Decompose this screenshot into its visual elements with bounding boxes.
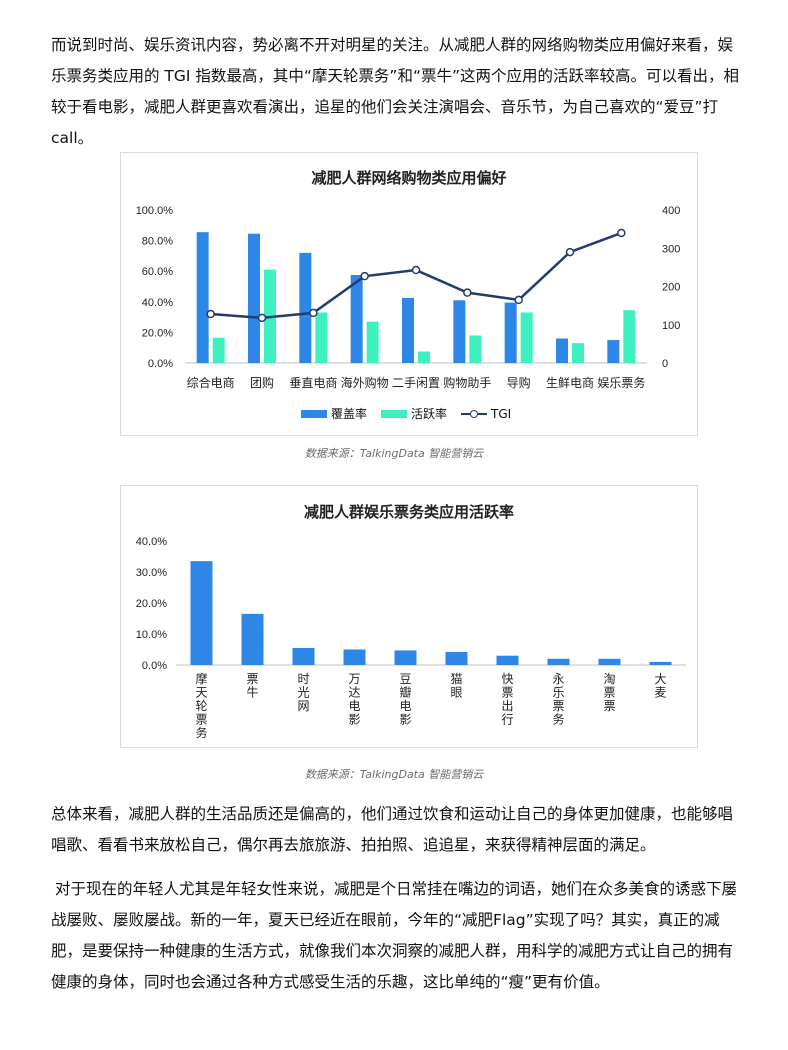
chart2-y-tick: 40.0% xyxy=(136,536,167,548)
shopping-app-preference-plot: 减肥人群网络购物类应用偏好 0.0% 20.0% 40.0% 60.0% 80.0% 100… xyxy=(136,169,681,390)
chart2-y-tick: 20.0% xyxy=(136,598,167,610)
chart2-y-tick: 10.0% xyxy=(136,629,167,641)
active-bar xyxy=(623,310,636,363)
chart1-category-label: 海外购物 xyxy=(341,375,389,390)
chart2-source-caption: 数据来源：TalkingData 智能营销云 xyxy=(304,768,484,781)
ticketing-app-activity-chart: 减肥人群娱乐票务类应用活跃率 0.0% 10.0% 20.0% 30.0% 40.0% 摩天… xyxy=(120,485,698,748)
chart2-category-label: 摩天轮票务 xyxy=(195,671,207,740)
activity-bar xyxy=(496,655,519,665)
coverage-bar xyxy=(556,338,568,363)
tgi-point xyxy=(411,265,421,275)
chart1-left-tick: 0.0% xyxy=(148,358,173,370)
activity-bar xyxy=(649,661,672,665)
chart2-category-label: 淘票票 xyxy=(603,672,615,713)
chart1-category-label: 生鲜电商 xyxy=(546,375,594,390)
chart2-category-label: 永乐票务 xyxy=(552,672,564,727)
chart1-title: 减肥人群网络购物类应用偏好 xyxy=(311,169,506,187)
chart1-left-tick: 40.0% xyxy=(142,297,173,309)
tgi-point xyxy=(514,295,523,305)
chart2-y-tick: 30.0% xyxy=(136,567,167,579)
chart2-category-label: 大麦 xyxy=(654,672,666,700)
intro-paragraph: 而说到时尚、娱乐资讯内容，势必离不开对明星的关注。从减肥人群的网络购物类应用偏好… xyxy=(51,36,740,147)
ticketing-app-activity-plot: 减肥人群娱乐票务类应用活跃率 0.0% 10.0% 20.0% 30.0% 40.0% 摩天… xyxy=(136,503,686,740)
legend-coverage-label: 覆盖率 xyxy=(331,407,368,421)
chart1-category-label: 二手闲置 xyxy=(392,376,440,390)
tgi-point xyxy=(617,228,626,238)
chart1-left-tick: 20.0% xyxy=(142,327,173,339)
activity-bar xyxy=(292,647,315,665)
chart2-y-tick: 0.0% xyxy=(142,660,167,672)
active-bar xyxy=(366,321,379,363)
activity-bar xyxy=(445,651,468,665)
activity-bar xyxy=(598,658,621,665)
chart1-left-tick: 100.0% xyxy=(136,205,174,217)
chart1-right-tick: 100 xyxy=(662,320,680,332)
activity-bar xyxy=(343,649,366,665)
active-swatch xyxy=(381,409,408,418)
chart1-legend: 覆盖率 活跃率 TGI xyxy=(301,405,511,422)
chart1-category-label: 购物助手 xyxy=(443,375,491,390)
activity-bar xyxy=(394,650,417,665)
chart1-category-label: 导购 xyxy=(507,375,531,390)
chart1-right-tick: 300 xyxy=(662,243,680,255)
active-bar xyxy=(520,312,533,363)
chart2-category-label: 豆瓣电影 xyxy=(399,672,411,727)
chart1-right-tick: 400 xyxy=(662,205,680,217)
chart1-right-tick: 0 xyxy=(662,358,668,370)
activity-bar xyxy=(241,613,264,665)
chart1-left-tick: 80.0% xyxy=(142,236,173,248)
shopping-app-preference-chart: 减肥人群网络购物类应用偏好 0.0% 20.0% 40.0% 60.0% 80.0% 100… xyxy=(120,152,698,436)
activity-bar xyxy=(190,561,213,665)
coverage-bar xyxy=(350,275,363,363)
legend-tgi: TGI xyxy=(461,407,511,421)
legend-active-label: 活跃率 xyxy=(411,407,448,421)
coverage-bar xyxy=(248,233,260,363)
coverage-bar xyxy=(402,297,414,363)
activity-bar xyxy=(547,658,570,665)
active-bar xyxy=(572,343,584,363)
coverage-bar xyxy=(607,340,620,363)
chart1-category-label: 团购 xyxy=(250,375,274,390)
coverage-bar xyxy=(453,300,466,363)
legend-tgi-label: TGI xyxy=(491,406,512,421)
chart2-category-label: 猫眼 xyxy=(450,672,462,700)
closing-paragraph: 对于现在的年轻人尤其是年轻女性来说，减肥是个日常挂在嘴边的词语，她们在众多美食的… xyxy=(51,880,738,991)
tgi-line-swatch xyxy=(461,409,488,419)
chart1-category-label: 娱乐票务 xyxy=(597,375,645,390)
chart2-category-label: 票牛 xyxy=(246,672,258,700)
coverage-bar xyxy=(504,302,517,363)
chart2-category-label: 快票出行 xyxy=(501,672,513,727)
legend-coverage: 覆盖率 xyxy=(301,405,367,422)
chart1-category-label: 综合电商 xyxy=(187,375,235,390)
chart2-category-label: 万达电影 xyxy=(348,672,360,727)
tgi-point xyxy=(360,271,369,281)
coverage-bar xyxy=(196,232,209,363)
tgi-point xyxy=(565,247,575,257)
summary-paragraph: 总体来看，减肥人群的生活品质还是偏高的，他们通过饮食和运动让自己的身体更加健康，… xyxy=(51,805,734,854)
tgi-point xyxy=(309,308,318,318)
tgi-point xyxy=(206,309,215,319)
active-bar xyxy=(315,312,328,363)
tgi-point xyxy=(257,313,267,323)
chart2-title: 减肥人群娱乐票务类应用活跃率 xyxy=(304,503,514,521)
legend-active: 活跃率 xyxy=(381,405,447,422)
chart1-left-tick: 60.0% xyxy=(142,266,173,278)
active-bar xyxy=(212,337,225,363)
chart1-category-label: 垂直电商 xyxy=(289,375,337,390)
tgi-point xyxy=(463,288,472,297)
active-bar xyxy=(418,351,430,363)
coverage-bar xyxy=(299,252,312,363)
chart1-right-tick: 200 xyxy=(662,282,680,294)
active-bar xyxy=(469,335,482,363)
coverage-swatch xyxy=(301,409,327,418)
chart2-category-label: 时光网 xyxy=(297,672,309,713)
chart1-source-caption: 数据来源：TalkingData 智能营销云 xyxy=(304,447,484,460)
